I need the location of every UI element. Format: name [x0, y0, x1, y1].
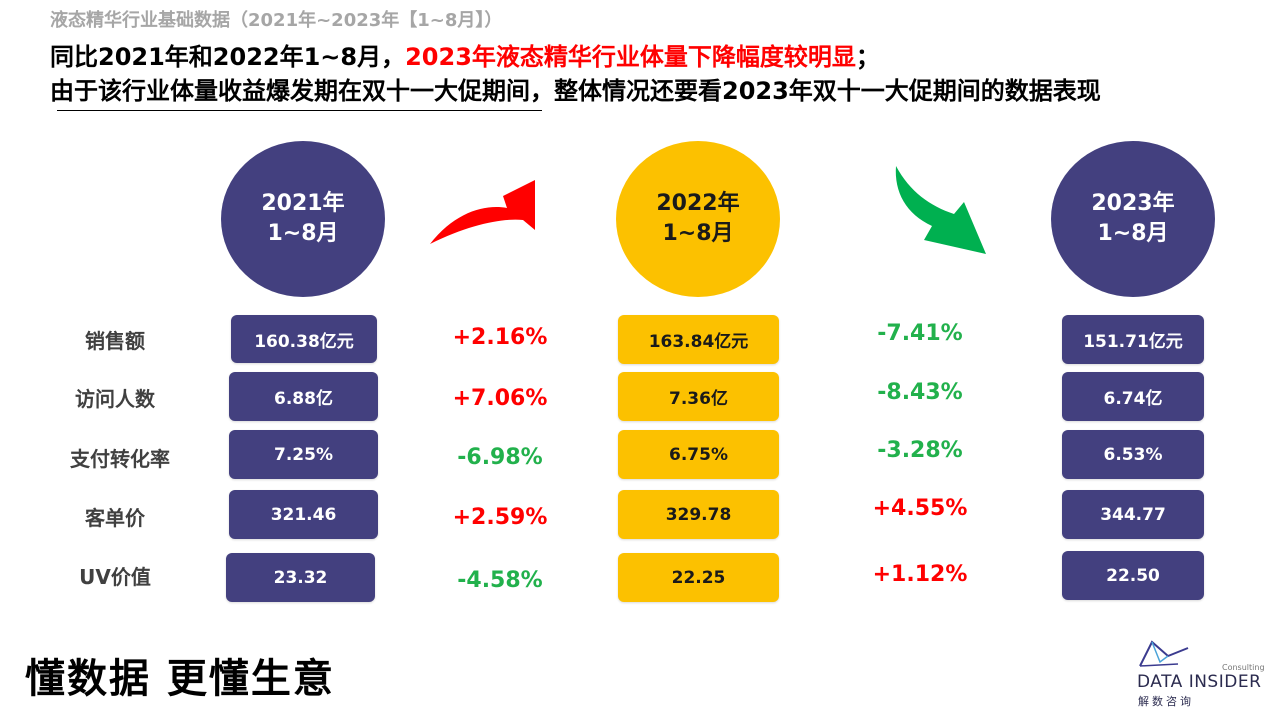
change-21-22-uv-value: -4.58% — [457, 568, 543, 593]
period-circle-2022: 2022年 1~8月 — [616, 141, 780, 297]
headline-line-1: 同比2021年和2022年1~8月，2023年液态精华行业体量下降幅度较明显； — [50, 40, 1101, 74]
change-22-23-visitors: -8.43% — [877, 380, 963, 405]
period-circle-2021: 2021年 1~8月 — [221, 141, 385, 297]
headline-underline — [57, 110, 542, 111]
value-2021-sales: 160.38亿元 — [231, 315, 377, 363]
value-2022-visitors: 7.36亿 — [618, 372, 779, 421]
change-22-23-unit-price: +4.55% — [872, 496, 968, 521]
value-2022-sales: 163.84亿元 — [618, 315, 779, 364]
change-21-22-unit-price: +2.59% — [452, 505, 548, 530]
headline-line-1-black: 同比2021年和2022年1~8月， — [50, 43, 406, 71]
period-range: 1~8月 — [662, 221, 734, 246]
value-2023-conversion: 6.53% — [1062, 430, 1204, 479]
logo-chinese-name: 解数咨询 — [1138, 695, 1194, 708]
period-year: 2021年 — [261, 191, 345, 216]
value-2023-visitors: 6.74亿 — [1062, 372, 1204, 421]
value-2021-visitors: 6.88亿 — [229, 372, 378, 421]
metric-label-unit-price: 客单价 — [85, 506, 145, 530]
period-range: 1~8月 — [1097, 221, 1169, 246]
period-year: 2023年 — [1091, 191, 1175, 216]
red-up-arrow-icon — [430, 180, 535, 244]
change-22-23-conversion: -3.28% — [877, 438, 963, 463]
logo-english-name: DATA INSIDER — [1137, 672, 1262, 692]
logo-consulting-text: Consulting — [1222, 663, 1265, 672]
value-2023-sales: 151.71亿元 — [1062, 315, 1204, 364]
value-2022-unit-price: 329.78 — [618, 490, 779, 539]
value-2021-unit-price: 321.46 — [229, 490, 378, 539]
metric-label-sales: 销售额 — [85, 329, 145, 353]
footer-slogan: 懂数据 更懂生意 — [25, 656, 335, 702]
period-year: 2022年 — [656, 191, 740, 216]
change-21-22-sales: +2.16% — [452, 325, 548, 350]
value-2022-conversion: 6.75% — [618, 430, 779, 479]
change-21-22-conversion: -6.98% — [457, 445, 543, 470]
headline-line-1-red: 2023年液态精华行业体量下降幅度较明显 — [405, 43, 856, 71]
metric-label-conversion: 支付转化率 — [70, 447, 170, 471]
value-2022-uv-value: 22.25 — [618, 553, 779, 602]
slide-headline: 同比2021年和2022年1~8月，2023年液态精华行业体量下降幅度较明显； … — [50, 40, 1101, 108]
change-21-22-visitors: +7.06% — [452, 386, 548, 411]
headline-line-1-end: ； — [855, 43, 880, 71]
value-2021-conversion: 7.25% — [229, 430, 378, 479]
green-down-arrow-icon — [895, 166, 986, 254]
value-2021-uv-value: 23.32 — [226, 553, 375, 602]
metric-label-uv-value: UV价值 — [79, 565, 151, 589]
value-2023-uv-value: 22.50 — [1062, 551, 1204, 600]
value-2023-unit-price: 344.77 — [1062, 490, 1204, 539]
metric-label-visitors: 访问人数 — [75, 387, 155, 411]
data-insider-logo-icon — [1139, 640, 1189, 667]
headline-line-2: 由于该行业体量收益爆发期在双十一大促期间，整体情况还要看2023年双十一大促期间… — [50, 77, 1101, 105]
change-22-23-sales: -7.41% — [877, 321, 963, 346]
change-22-23-uv-value: +1.12% — [872, 562, 968, 587]
period-circle-2023: 2023年 1~8月 — [1051, 141, 1215, 297]
slide-subtitle: 液态精华行业基础数据（2021年~2023年【1~8月】） — [50, 10, 503, 31]
period-range: 1~8月 — [267, 221, 339, 246]
